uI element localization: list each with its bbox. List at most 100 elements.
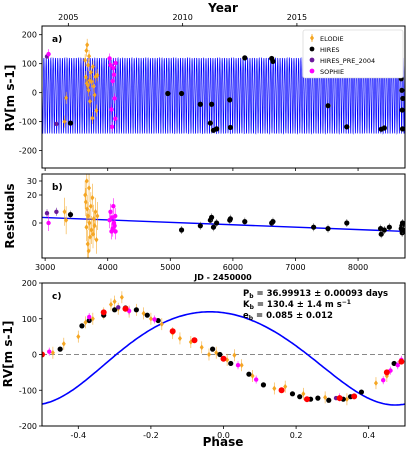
elodie-point <box>84 224 89 230</box>
hires-point <box>197 223 203 229</box>
elodie-point <box>83 199 88 205</box>
sophie-point <box>113 60 118 66</box>
elodie-point <box>90 115 95 121</box>
elodie-point <box>94 237 99 243</box>
hires-point <box>399 87 405 93</box>
elodie-point <box>95 72 100 79</box>
hires-point <box>79 323 85 329</box>
panel-a-tag: a) <box>52 35 62 45</box>
hires-point <box>155 317 161 324</box>
hires-point <box>207 120 213 126</box>
hires-point <box>178 90 185 97</box>
elodie-point <box>214 349 219 356</box>
sophie-point <box>235 363 241 368</box>
hires-point <box>242 55 248 61</box>
elodie-point <box>84 47 89 54</box>
sophie-point <box>46 51 51 57</box>
sophie-point <box>47 349 52 354</box>
elodie-point <box>85 42 90 48</box>
y-tick-label: 0 <box>32 89 37 98</box>
elodie-point <box>86 62 91 68</box>
elodie-point <box>64 95 69 101</box>
elodie-point <box>112 298 117 305</box>
sophie-point <box>108 62 113 68</box>
x-tick-label: -0.4 <box>70 431 86 440</box>
sophie-point <box>395 363 400 368</box>
panel-c-ylabel: RV[m s-1] <box>1 321 15 388</box>
hires-point <box>209 101 215 107</box>
hires-point <box>246 371 252 377</box>
annotation-eccentricity: eb = 0.085 ± 0.012 <box>243 311 333 322</box>
legend-box <box>302 29 404 79</box>
elodie-point <box>159 321 164 327</box>
binned-point <box>169 328 176 335</box>
x-tick-label: -0.2 <box>143 431 159 440</box>
elodie-point <box>88 98 93 105</box>
elodie-point <box>119 294 124 301</box>
hires-point <box>391 360 397 367</box>
sophie-point <box>113 213 118 219</box>
binned-point <box>220 355 227 362</box>
hires-point <box>325 103 331 109</box>
sophie-point <box>110 78 115 84</box>
elodie-point <box>91 83 96 90</box>
elodie-point <box>239 362 244 369</box>
elodie-point <box>93 209 98 215</box>
legend: ELODIE HIRES HIRES_PRE_2004 SOPHIE <box>302 29 404 79</box>
elodie-point <box>83 57 88 63</box>
elodie-point <box>90 315 95 322</box>
elodie-point <box>50 349 55 356</box>
y-tick-label: -200 <box>19 422 37 431</box>
x-tick-label: 6000 <box>223 263 243 272</box>
elodie-point <box>64 217 69 223</box>
hires-point <box>386 224 392 230</box>
elodie-point <box>344 396 349 402</box>
x-tick-label: 0.4 <box>362 431 375 440</box>
legend-label-hires: HIRES <box>320 46 340 54</box>
y-tick-label: 200 <box>22 31 37 40</box>
hires-point <box>270 219 276 225</box>
elodie-point <box>177 335 182 342</box>
elodie-point <box>62 209 67 215</box>
hires-point <box>381 227 387 233</box>
y-tick-label: 100 <box>22 60 37 69</box>
elodie-point <box>89 78 94 85</box>
hires-point <box>378 231 384 237</box>
x-tick-label: 4000 <box>98 263 118 272</box>
hires-point <box>242 219 248 225</box>
hires-point <box>67 212 74 218</box>
elodie-point <box>89 227 94 233</box>
hires-point <box>399 107 405 113</box>
elodie-point <box>92 92 97 98</box>
hires-point <box>228 360 234 367</box>
elodie-point <box>206 351 211 358</box>
hires-point <box>67 120 74 126</box>
hires-point <box>217 351 223 358</box>
x-tick-label: 5000 <box>160 263 180 272</box>
binned-point <box>278 387 285 394</box>
hires-point <box>297 394 303 400</box>
x-tick-label: 3000 <box>35 263 55 272</box>
hires-point <box>197 101 203 107</box>
y-tick-label: 0 <box>32 219 37 228</box>
binned-point <box>122 305 129 312</box>
sophie-point <box>112 223 117 228</box>
hires-point <box>381 125 387 131</box>
elodie-point <box>95 213 100 219</box>
top-tick-label: 2005 <box>58 13 78 22</box>
top-tick-label: 2010 <box>172 13 192 22</box>
hires-point <box>270 58 276 64</box>
elodie-point <box>87 185 92 191</box>
model-curve <box>42 56 405 135</box>
top-axis-title: Year <box>207 1 238 15</box>
sophie-point <box>86 314 92 320</box>
panel-b-xlabel: JD - 2450000 <box>193 273 252 282</box>
elodie-point <box>85 241 90 247</box>
elodie-point <box>87 53 92 59</box>
hires-pre-2004-point <box>54 121 59 127</box>
y-tick-label: 200 <box>22 279 37 288</box>
x-tick-label: 7000 <box>285 263 305 272</box>
hires-point <box>260 382 267 388</box>
sophie-point <box>108 209 113 214</box>
y-tick-label: 100 <box>22 315 37 324</box>
